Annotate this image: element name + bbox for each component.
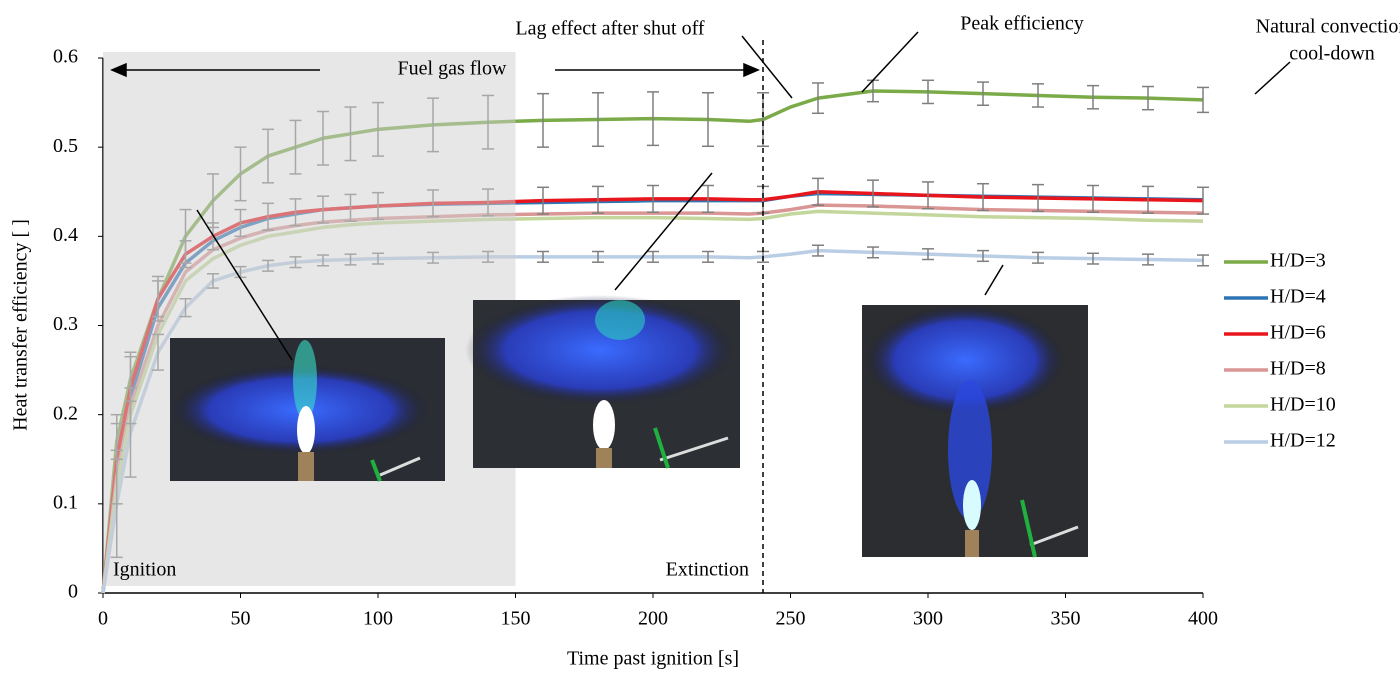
error-bar <box>1142 185 1154 214</box>
y-tick-label: 0.5 <box>53 135 78 157</box>
error-bar <box>1197 186 1209 215</box>
error-bar <box>1087 184 1099 214</box>
y-tick-label: 0.1 <box>53 491 78 513</box>
error-bar <box>867 246 879 259</box>
error-bar <box>647 91 659 147</box>
x-tick-label: 250 <box>776 608 806 630</box>
y-axis-title: Heat transfer efficiency [ ] <box>10 219 32 431</box>
y-tick-label: 0 <box>68 581 78 603</box>
annotation: Peak efficiency <box>960 13 1083 35</box>
legend-label: H/D=8 <box>1270 358 1326 380</box>
error-bar <box>647 184 659 214</box>
error-bar <box>812 244 824 257</box>
annotation: Fuel gas flow <box>398 58 507 80</box>
error-bar <box>922 181 934 210</box>
error-bar <box>1197 86 1209 114</box>
x-tick-label: 50 <box>231 608 251 630</box>
annotation: Lag effect after shut off <box>515 18 705 40</box>
error-bar <box>1032 83 1044 108</box>
error-bar <box>922 79 934 105</box>
error-bar <box>1197 254 1209 267</box>
legend-label: H/D=6 <box>1270 322 1326 344</box>
error-bar <box>812 177 824 206</box>
annotation: Ignition <box>113 559 176 581</box>
error-bar <box>977 249 989 263</box>
x-axis-title: Time past ignition [s] <box>567 648 739 670</box>
x-tick-label: 200 <box>638 608 668 630</box>
y-tick-label: 0.3 <box>53 313 78 335</box>
x-tick-label: 150 <box>501 608 531 630</box>
error-bar <box>867 179 879 208</box>
error-bar <box>1087 252 1099 265</box>
error-bar <box>592 92 604 148</box>
x-tick-label: 300 <box>913 608 943 630</box>
x-tick-label: 350 <box>1051 608 1081 630</box>
error-bar <box>592 185 604 214</box>
error-bar <box>702 92 714 148</box>
y-tick-label: 0.6 <box>53 46 78 68</box>
legend-label: H/D=12 <box>1270 430 1336 452</box>
annotation: Extinction <box>666 559 749 581</box>
shaded-region <box>103 52 516 586</box>
error-bar <box>757 92 769 148</box>
error-bar <box>647 250 659 263</box>
error-bar <box>977 81 989 107</box>
error-bar <box>922 248 934 261</box>
error-bar <box>1142 85 1154 111</box>
error-bar <box>537 92 549 148</box>
x-tick-label: 100 <box>363 608 393 630</box>
error-bar <box>702 250 714 263</box>
error-bar <box>1142 253 1154 266</box>
error-bar <box>537 186 549 215</box>
legend-label: H/D=4 <box>1270 286 1326 308</box>
leader-lines <box>110 31 1291 361</box>
x-tick-label: 400 <box>1188 608 1218 630</box>
error-bar <box>812 82 824 115</box>
error-bar <box>1032 251 1044 264</box>
annotation: cool-down <box>1289 43 1375 65</box>
photo-inset <box>170 338 445 482</box>
photo-inset <box>465 295 740 469</box>
y-tick-label: 0.4 <box>53 224 78 246</box>
y-tick-label: 0.2 <box>53 402 78 424</box>
error-bar <box>702 184 714 214</box>
photo-inset <box>862 305 1088 558</box>
error-bar <box>592 250 604 263</box>
error-bar <box>977 182 989 212</box>
error-bar <box>537 250 549 263</box>
x-tick-label: 0 <box>98 608 108 630</box>
error-bar <box>1032 183 1044 213</box>
error-bar <box>1087 84 1099 110</box>
annotation: Natural convection <box>1256 16 1400 38</box>
legend-label: H/D=10 <box>1270 394 1336 416</box>
legend-label: H/D=3 <box>1270 250 1326 272</box>
